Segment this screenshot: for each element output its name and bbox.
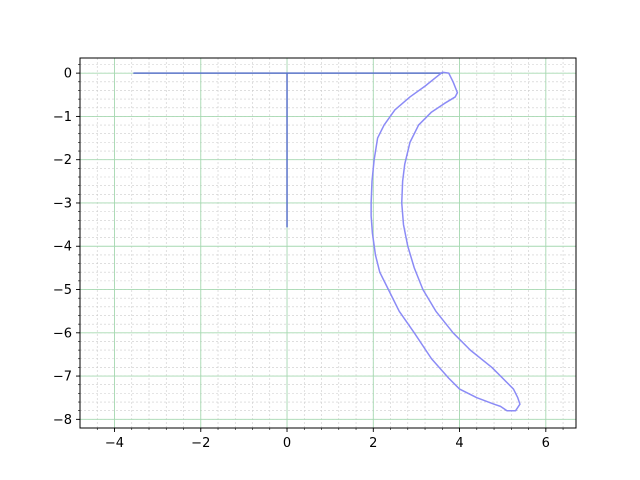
y-tick-label: −5 <box>53 283 72 298</box>
x-tick-label: −2 <box>191 436 210 451</box>
x-tick-label: 0 <box>283 436 291 451</box>
x-tick-label: 6 <box>542 436 550 451</box>
x-tick-label: −4 <box>105 436 124 451</box>
y-tick-label: 0 <box>64 67 72 82</box>
series-line-3 <box>370 71 521 412</box>
plot-frame <box>79 57 577 429</box>
major-grid <box>80 58 576 428</box>
y-tick-label: −7 <box>53 370 72 385</box>
y-tick-label: −1 <box>53 110 72 125</box>
y-tick-label: −2 <box>53 153 72 168</box>
y-tick-label: −3 <box>53 196 72 211</box>
y-tick-label: −6 <box>53 326 72 341</box>
series-layer <box>133 71 521 412</box>
x-tick-label: 2 <box>369 436 377 451</box>
x-tick-label: 4 <box>455 436 463 451</box>
tick-labels: −4 −2 0 2 4 6 0 −1 −2 −3 −4 −5 −6 −7 −8 <box>53 67 550 451</box>
y-tick-label: −4 <box>53 240 72 255</box>
axis-ticks <box>76 64 564 432</box>
y-tick-label: −8 <box>53 413 72 428</box>
